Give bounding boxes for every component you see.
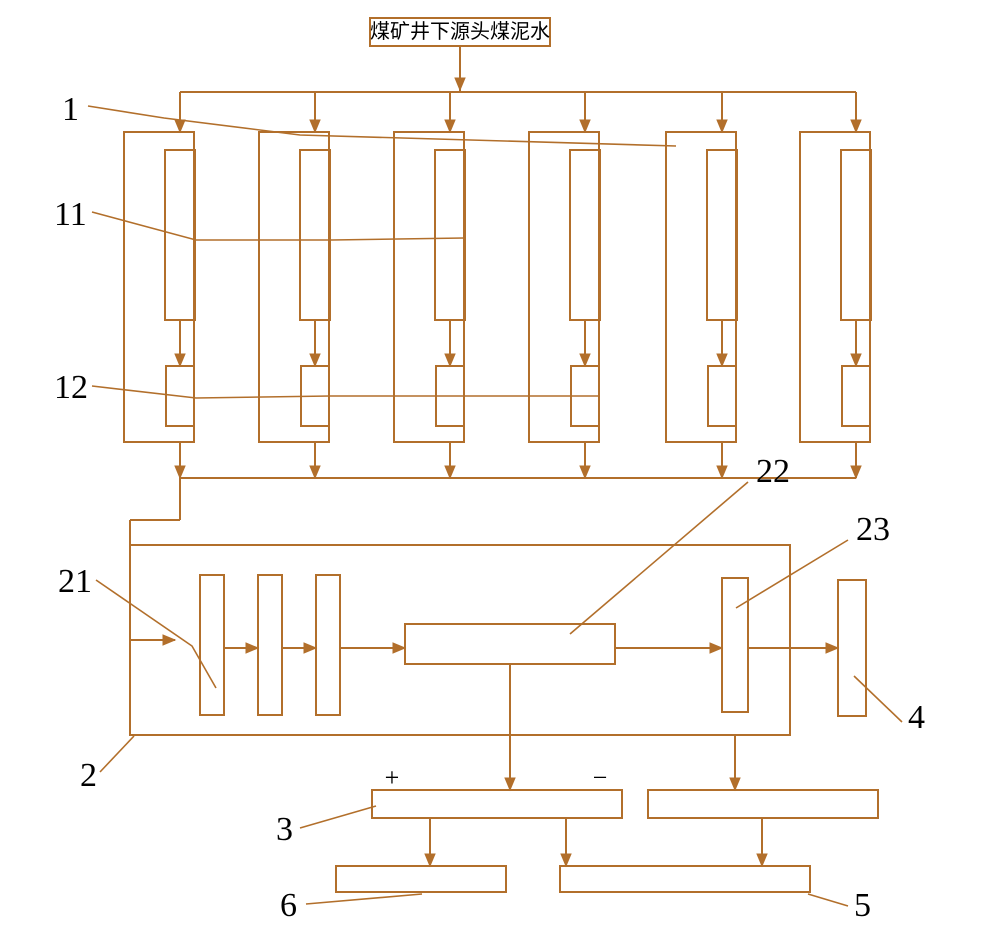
arrow-head <box>580 354 590 366</box>
box <box>841 150 871 320</box>
label: 3 <box>276 811 293 848</box>
arrow-head <box>730 778 740 790</box>
box <box>258 575 282 715</box>
label: 1 <box>62 91 79 128</box>
box <box>648 790 878 818</box>
arrow-head <box>851 354 861 366</box>
arrow-head <box>163 635 175 645</box>
arrow-head <box>561 854 571 866</box>
arrow-head <box>717 466 727 478</box>
box <box>666 132 736 442</box>
label: − <box>593 763 608 792</box>
label: + <box>385 763 400 792</box>
arrow-head <box>310 120 320 132</box>
arrow-head <box>826 643 838 653</box>
box <box>800 132 870 442</box>
leader <box>306 894 422 904</box>
arrow-head <box>717 354 727 366</box>
leader <box>92 212 464 240</box>
label: 23 <box>856 511 890 548</box>
label: 22 <box>756 453 790 490</box>
arrow-head <box>580 466 590 478</box>
box <box>842 366 870 426</box>
box <box>405 624 615 664</box>
label: 21 <box>58 563 92 600</box>
label: 11 <box>54 196 87 233</box>
arrow-head <box>393 643 405 653</box>
arrow-head <box>851 120 861 132</box>
arrow-head <box>304 643 316 653</box>
arrow-head <box>246 643 258 653</box>
label: 煤矿井下源头煤泥水 <box>370 20 550 43</box>
arrow-head <box>851 466 861 478</box>
leader <box>100 736 134 772</box>
box <box>300 150 330 320</box>
leader <box>92 386 600 398</box>
label: 2 <box>80 757 97 794</box>
box <box>336 866 506 892</box>
leader <box>808 894 848 906</box>
leader <box>300 806 376 828</box>
arrow-head <box>175 354 185 366</box>
label: 6 <box>280 887 297 924</box>
box <box>200 575 224 715</box>
arrow-head <box>175 120 185 132</box>
box <box>570 150 600 320</box>
label: 4 <box>908 699 925 736</box>
label: 12 <box>54 369 88 406</box>
label: 5 <box>854 887 871 924</box>
box <box>124 132 194 442</box>
leader <box>736 540 848 608</box>
arrow-head <box>505 778 515 790</box>
leader <box>96 580 216 688</box>
box <box>130 545 790 735</box>
arrow-head <box>175 466 185 478</box>
arrow-head <box>310 466 320 478</box>
box <box>722 578 748 712</box>
arrow-head <box>580 120 590 132</box>
arrow-head <box>455 78 465 90</box>
box <box>707 150 737 320</box>
arrow-head <box>717 120 727 132</box>
box <box>316 575 340 715</box>
arrow-head <box>710 643 722 653</box>
box <box>435 150 465 320</box>
arrow-head <box>445 466 455 478</box>
box <box>838 580 866 716</box>
arrow-head <box>310 354 320 366</box>
box <box>708 366 736 426</box>
arrow-head <box>425 854 435 866</box>
box <box>372 790 622 818</box>
arrow-head <box>757 854 767 866</box>
arrow-head <box>445 354 455 366</box>
arrow-head <box>445 120 455 132</box>
box <box>560 866 810 892</box>
